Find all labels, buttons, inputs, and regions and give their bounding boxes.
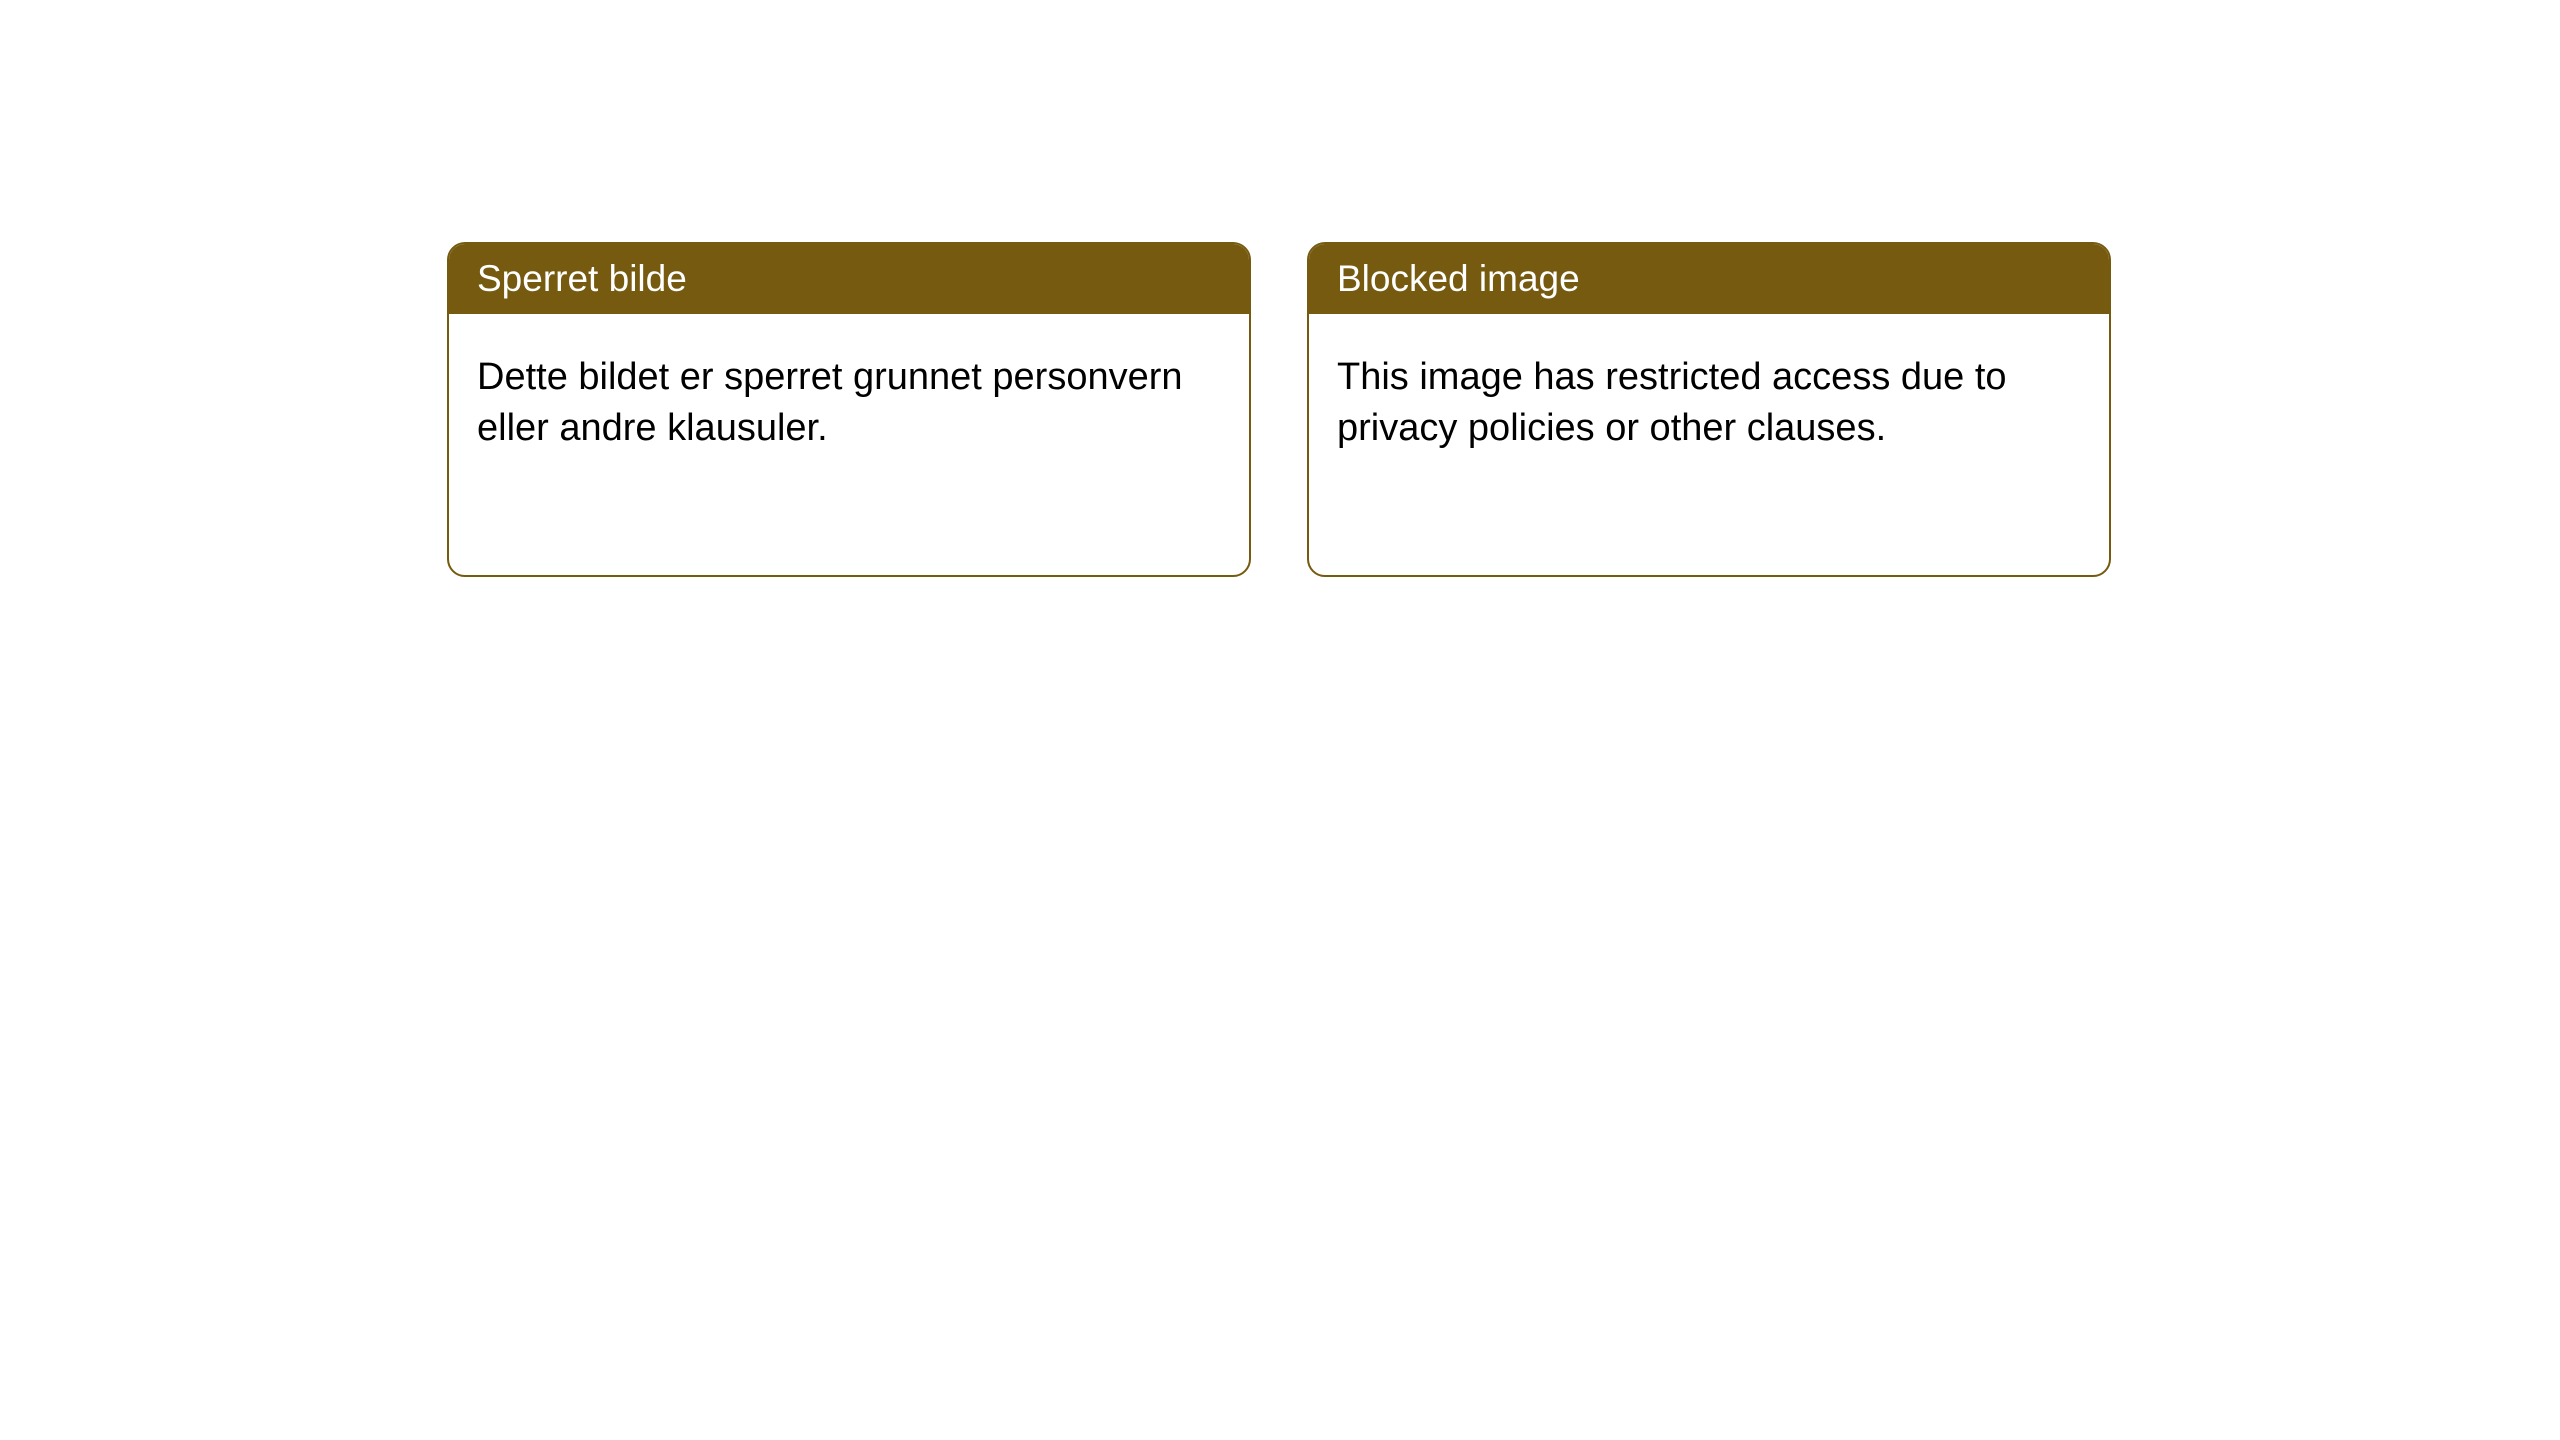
notice-header: Sperret bilde <box>449 244 1249 314</box>
notice-body: This image has restricted access due to … <box>1309 314 2109 493</box>
notice-body: Dette bildet er sperret grunnet personve… <box>449 314 1249 493</box>
notice-header: Blocked image <box>1309 244 2109 314</box>
notice-card-english: Blocked image This image has restricted … <box>1307 242 2111 577</box>
notice-container: Sperret bilde Dette bildet er sperret gr… <box>0 0 2560 577</box>
notice-card-norwegian: Sperret bilde Dette bildet er sperret gr… <box>447 242 1251 577</box>
